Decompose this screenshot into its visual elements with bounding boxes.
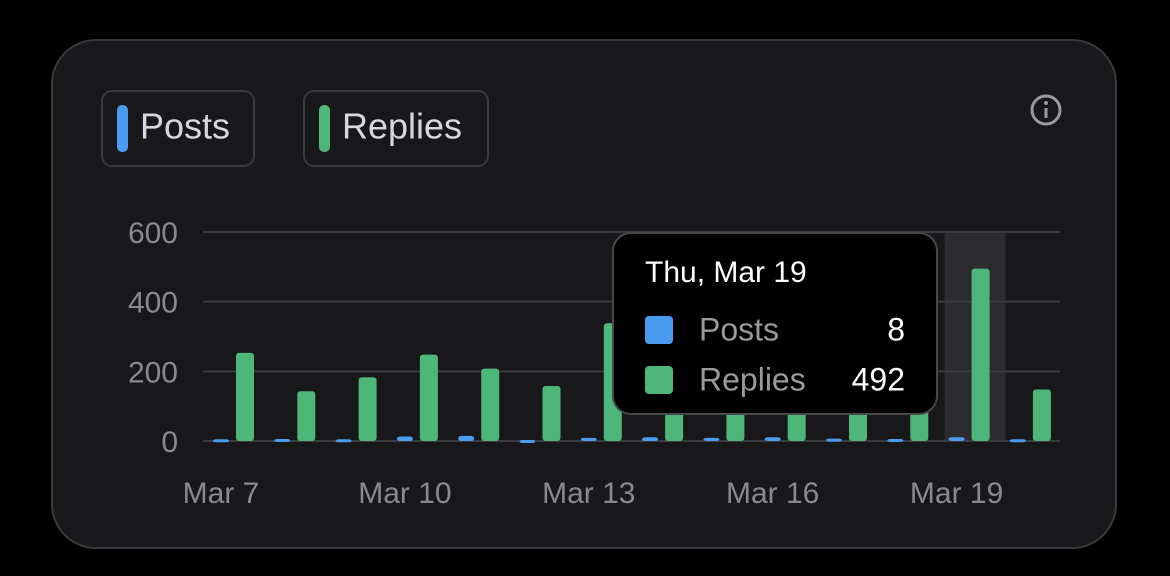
legend-swatch xyxy=(319,105,330,152)
bar xyxy=(419,354,438,441)
tooltip-swatch xyxy=(645,366,673,394)
bar xyxy=(213,439,229,443)
bar xyxy=(826,438,842,442)
y-tick-label: 0 xyxy=(161,426,178,459)
info-circle xyxy=(1030,94,1062,126)
bar xyxy=(519,440,536,443)
legend-swatch xyxy=(117,105,128,152)
x-tick-label: Mar 10 xyxy=(358,477,451,510)
bar xyxy=(335,439,352,443)
bar xyxy=(297,391,316,441)
bar xyxy=(971,268,990,441)
x-tick-label: Mar 13 xyxy=(542,477,635,510)
legend-frame xyxy=(303,90,489,167)
tooltip-label: Replies xyxy=(699,361,806,397)
bar xyxy=(580,437,597,441)
x-tick-label: Mar 16 xyxy=(726,477,819,510)
x-tick-label: Mar 7 xyxy=(183,477,260,510)
legend-label: Posts xyxy=(140,106,230,147)
bar xyxy=(481,368,500,441)
tooltip: Thu, Mar 19 Posts 8 Replies 492 xyxy=(612,232,938,415)
bar xyxy=(274,438,291,442)
tooltip-swatch xyxy=(645,316,673,344)
bar xyxy=(542,386,561,441)
bar xyxy=(358,377,377,441)
tooltip-title: Thu, Mar 19 xyxy=(645,256,807,289)
bar xyxy=(1009,439,1026,443)
tooltip-box xyxy=(612,232,938,415)
x-tick-label: Mar 19 xyxy=(910,477,1003,510)
y-tick-label: 400 xyxy=(128,287,178,320)
tooltip-value: 8 xyxy=(887,311,905,347)
info-icon[interactable] xyxy=(1030,94,1062,126)
y-tick-label: 200 xyxy=(128,356,178,389)
y-tick-label: 600 xyxy=(128,217,178,250)
bar xyxy=(642,437,659,441)
bar xyxy=(948,437,965,441)
bar xyxy=(764,437,781,441)
tooltip-label: Posts xyxy=(699,311,779,347)
info-dot xyxy=(1044,101,1048,105)
tooltip-value: 492 xyxy=(852,361,905,397)
legend-frame xyxy=(101,90,255,167)
bar xyxy=(396,436,413,441)
bar xyxy=(458,435,475,441)
legend-button[interactable]: Posts xyxy=(101,90,255,167)
bar xyxy=(887,438,904,442)
bar xyxy=(1032,389,1051,441)
bar xyxy=(703,437,720,441)
bar xyxy=(236,352,254,441)
legend-label: Replies xyxy=(342,106,462,147)
legend-button[interactable]: Replies xyxy=(303,90,489,167)
